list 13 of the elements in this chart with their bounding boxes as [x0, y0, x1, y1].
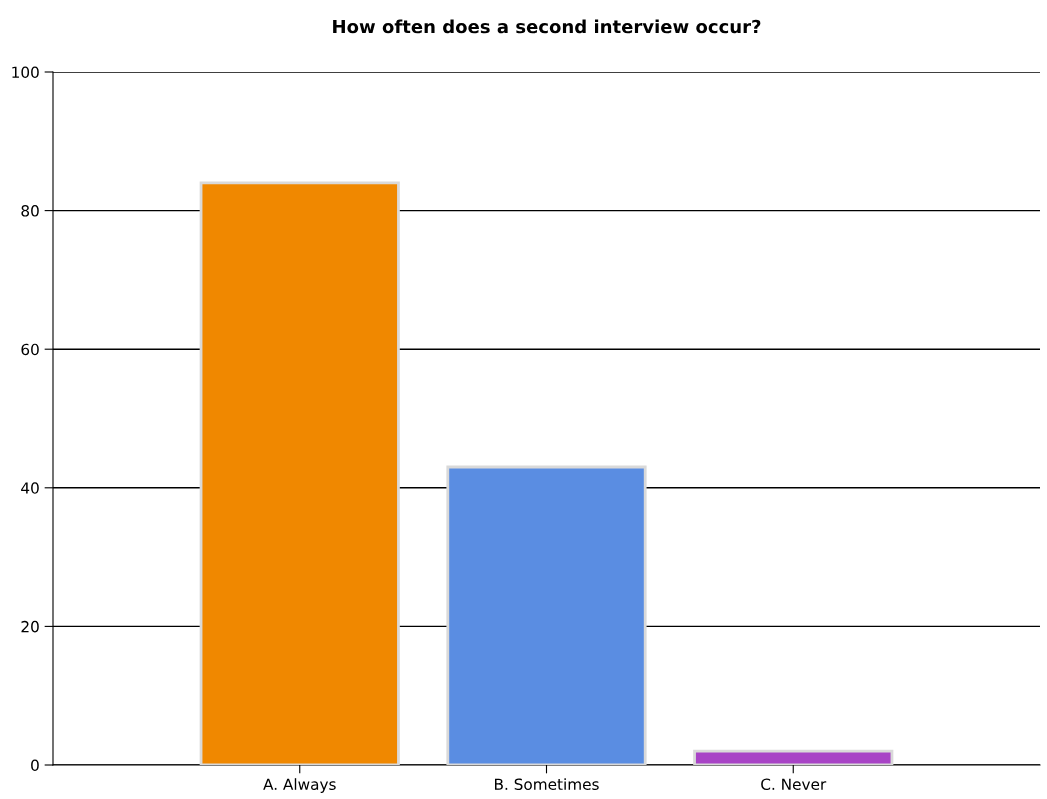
y-tick-label: 80	[21, 205, 39, 217]
bar	[199, 181, 400, 765]
chart-title: How often does a second interview occur?	[333, 19, 761, 34]
bar	[693, 749, 894, 765]
y-tick-label: 60	[21, 343, 39, 356]
y-tick-label: 0	[31, 759, 39, 772]
y-tick-label: 100	[12, 66, 39, 79]
x-tick-label: B. Sometimes	[495, 778, 599, 791]
y-tick-label: 20	[21, 620, 39, 633]
x-tick-label: A. Always	[263, 778, 336, 793]
bar	[446, 465, 647, 765]
x-tick-label: C. Never	[761, 778, 827, 791]
y-tick-label: 40	[21, 482, 39, 494]
